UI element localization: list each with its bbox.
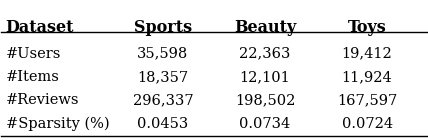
Text: 0.0724: 0.0724 [342, 117, 392, 131]
Text: 22,363: 22,363 [239, 47, 291, 61]
Text: Beauty: Beauty [234, 19, 296, 36]
Text: Sports: Sports [134, 19, 192, 36]
Text: 35,598: 35,598 [137, 47, 189, 61]
Text: #Sparsity (%): #Sparsity (%) [6, 117, 109, 131]
Text: 18,357: 18,357 [137, 70, 189, 84]
Text: 19,412: 19,412 [342, 47, 392, 61]
Text: #Items: #Items [6, 70, 59, 84]
Text: 167,597: 167,597 [337, 93, 397, 107]
Text: 0.0734: 0.0734 [239, 117, 291, 131]
Text: 198,502: 198,502 [235, 93, 295, 107]
Text: Toys: Toys [348, 19, 386, 36]
Text: 0.0453: 0.0453 [137, 117, 189, 131]
Text: 11,924: 11,924 [342, 70, 392, 84]
Text: #Users: #Users [6, 47, 61, 61]
Text: 12,101: 12,101 [240, 70, 291, 84]
Text: 296,337: 296,337 [133, 93, 193, 107]
Text: Dataset: Dataset [6, 19, 74, 36]
Text: #Reviews: #Reviews [6, 93, 79, 107]
